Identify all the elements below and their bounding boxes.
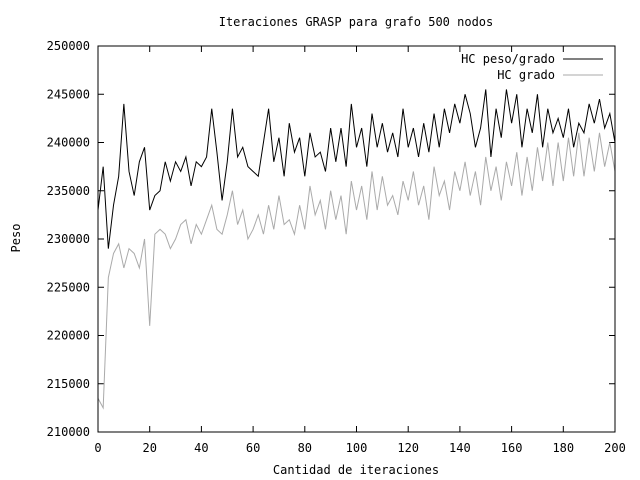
y-tick-label: 220000 — [47, 329, 90, 343]
y-tick-label: 235000 — [47, 184, 90, 198]
x-tick-label: 20 — [142, 441, 156, 455]
y-tick-label: 240000 — [47, 136, 90, 150]
x-tick-label: 40 — [194, 441, 208, 455]
chart-title: Iteraciones GRASP para grafo 500 nodos — [219, 15, 494, 29]
series-line-hc-peso-grado — [97, 89, 616, 249]
x-axis-label: Cantidad de iteraciones — [273, 463, 439, 477]
y-tick-label: 245000 — [47, 87, 90, 101]
x-tick-label: 200 — [604, 441, 626, 455]
y-tick-label: 230000 — [47, 232, 90, 246]
x-tick-label: 120 — [397, 441, 419, 455]
y-axis-label: Peso — [9, 224, 23, 253]
plot-frame — [97, 45, 616, 433]
series-layer — [97, 89, 616, 410]
x-tick-label: 140 — [449, 441, 471, 455]
x-tick-label: 160 — [501, 441, 523, 455]
x-tick-label: 180 — [552, 441, 574, 455]
legend-label-hc-peso-grado: HC peso/grado — [461, 52, 555, 66]
legend-label-hc-grado: HC grado — [497, 68, 555, 82]
x-tick-label: 60 — [246, 441, 260, 455]
axis-ticks: 210000 215000 220000 225000 230000 235000 2400… — [47, 39, 626, 455]
x-tick-label: 0 — [94, 441, 101, 455]
y-tick-label: 210000 — [47, 425, 90, 439]
legend: HC peso/grado HC grado — [461, 52, 603, 82]
y-tick-label: 215000 — [47, 377, 90, 391]
x-tick-label: 80 — [298, 441, 312, 455]
series-line-hc-grado — [97, 132, 616, 410]
x-tick-label: 100 — [346, 441, 368, 455]
y-tick-label: 225000 — [47, 280, 90, 294]
y-tick-label: 250000 — [47, 39, 90, 53]
